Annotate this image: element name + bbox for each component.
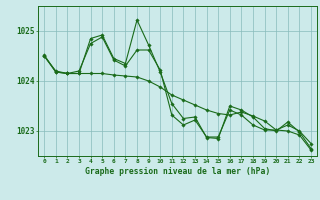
X-axis label: Graphe pression niveau de la mer (hPa): Graphe pression niveau de la mer (hPa) xyxy=(85,167,270,176)
